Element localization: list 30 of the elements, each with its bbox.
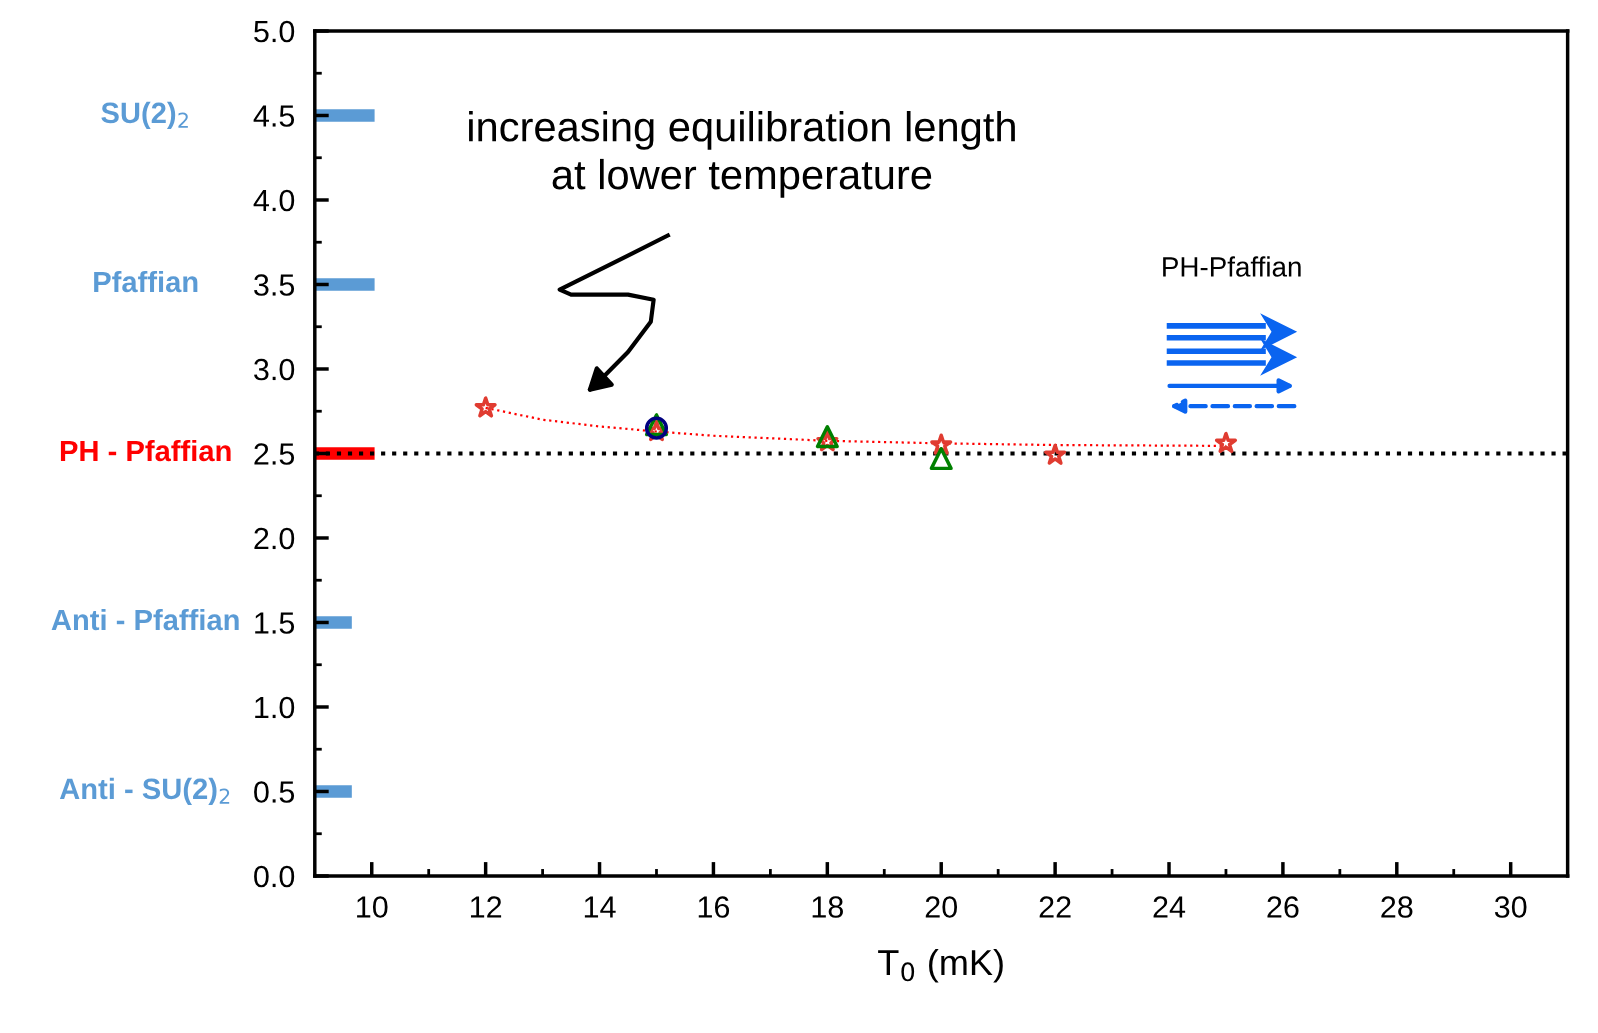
x-tick-label: 22 <box>1039 896 1071 918</box>
x-tick-label: 20 <box>925 896 958 918</box>
x-tick-label: 14 <box>584 896 616 918</box>
annotation: PH-Pfaffian <box>1163 256 1301 277</box>
y-tick-label: 0.0 <box>254 865 295 888</box>
y-tick-label: 5.0 <box>254 20 295 43</box>
y-tick-label: 2.5 <box>254 443 295 465</box>
y-tick-label: 4.0 <box>253 189 295 212</box>
x-tick-label: 16 <box>698 896 730 918</box>
x-tick-label: 28 <box>1381 896 1413 918</box>
text: PH - Pfaffian <box>60 439 231 462</box>
text: Anti - SU(2)$_{2}$ <box>59 777 230 805</box>
y-tick-label: 0.5 <box>254 781 295 803</box>
x-tick-label: 26 <box>1267 896 1299 918</box>
y-tick-label: 3.0 <box>254 358 295 381</box>
y-tick-label: 4.5 <box>253 105 295 127</box>
annotation: increasing equilibration length at lower temperature <box>469 110 1015 198</box>
y-tick-label: 2.0 <box>254 527 295 550</box>
x-tick-label: 12 <box>470 896 502 918</box>
y-tick-label: 1.0 <box>255 696 295 719</box>
y-tick-label: 1.5 <box>255 612 295 634</box>
x-tick-label: 24 <box>1153 896 1186 918</box>
text: Anti - Pfaffian <box>51 608 239 631</box>
x-tick-label: 18 <box>812 896 843 918</box>
text: Pfaffian <box>94 270 198 293</box>
y-tick-label: 3.5 <box>254 274 295 296</box>
x-axis-title: T$_{0}$ (mK) <box>878 948 1003 983</box>
text: SU(2)$_{2}$ <box>101 101 188 129</box>
x-tick-label: 30 <box>1494 896 1527 918</box>
x-tick-label: 10 <box>357 896 388 918</box>
